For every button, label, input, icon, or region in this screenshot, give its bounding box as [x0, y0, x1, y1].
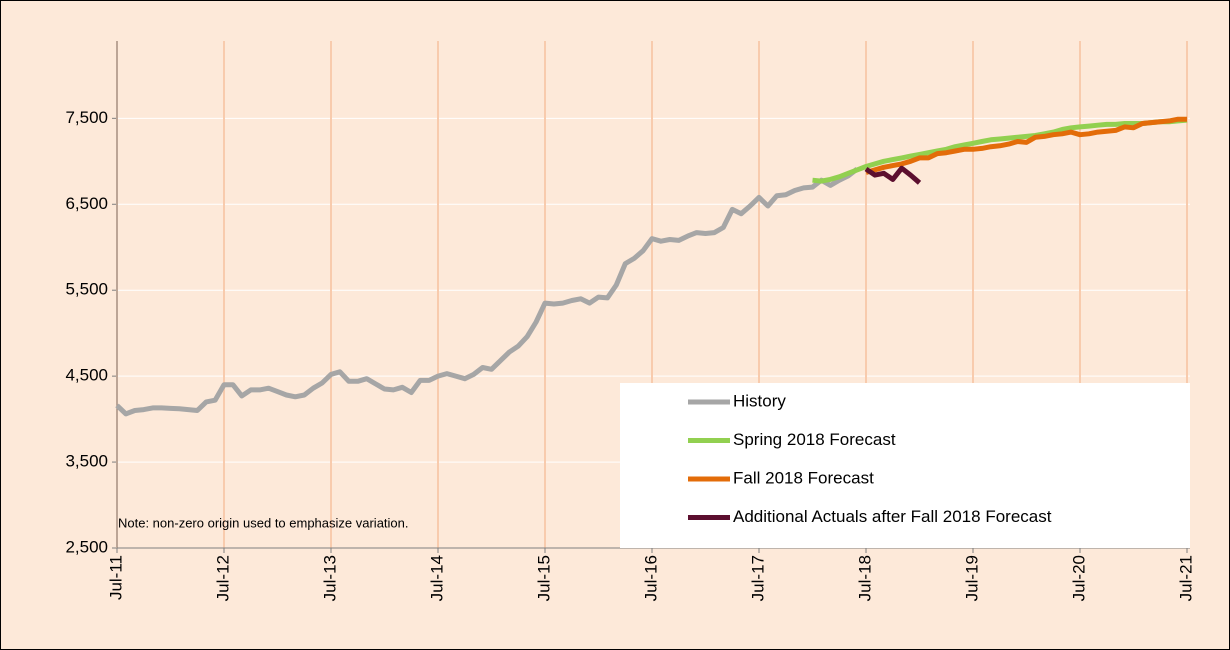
x-tick-label: Jul-17 — [748, 555, 767, 601]
legend-label: Spring 2018 Forecast — [733, 430, 896, 449]
x-tick-label: Jul-16 — [641, 555, 660, 601]
series-line — [864, 165, 922, 185]
series-line — [865, 116, 1187, 175]
legend-label: History — [733, 391, 786, 410]
legend: History Spring 2018 Forecast Fall 2018 For… — [688, 391, 1052, 526]
x-tick-label: Jul-14 — [427, 555, 446, 601]
lines — [115, 116, 1188, 417]
x-tick-label: Jul-11 — [106, 555, 125, 600]
x-tick-label: Jul-13 — [320, 555, 339, 601]
legend-label: Fall 2018 Forecast — [733, 468, 874, 487]
y-tick-label: 4,500 — [65, 366, 108, 385]
x-tick-label: Jul-20 — [1069, 555, 1088, 601]
series-line — [115, 167, 859, 417]
y-tick-label: 6,500 — [65, 194, 108, 213]
y-tick-label: 3,500 — [65, 452, 108, 471]
series-line — [812, 117, 1188, 184]
x-tick-label: Jul-19 — [962, 555, 981, 601]
legend-box — [620, 383, 1190, 548]
x-tick-label: Jul-18 — [855, 555, 874, 601]
x-tick-label: Jul-21 — [1176, 555, 1195, 601]
x-tick-label: Jul-12 — [213, 555, 232, 601]
y-tick-label: 7,500 — [65, 108, 108, 127]
y-tick-label: 2,500 — [65, 537, 108, 556]
y-tick-label: 5,500 — [65, 280, 108, 299]
legend-label: Additional Actuals after Fall 2018 Forec… — [733, 507, 1052, 526]
x-tick-label: Jul-15 — [534, 555, 553, 601]
note: Note: non-zero origin used to emphasize … — [118, 515, 409, 530]
